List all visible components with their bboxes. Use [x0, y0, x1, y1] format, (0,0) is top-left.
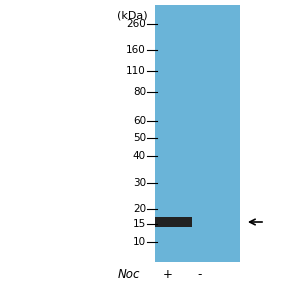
Text: -: - [198, 268, 202, 281]
Bar [155, 5, 240, 262]
Text: 110: 110 [126, 66, 146, 76]
Text: 20: 20 [133, 204, 146, 214]
Text: +: + [163, 268, 173, 281]
Text: 30: 30 [133, 178, 146, 188]
Text: 60: 60 [133, 116, 146, 126]
Text: 50: 50 [133, 133, 146, 143]
Bar [155, 217, 192, 227]
Text: 40: 40 [133, 151, 146, 161]
Text: 80: 80 [133, 87, 146, 97]
Text: 10: 10 [133, 237, 146, 247]
Text: (kDa): (kDa) [117, 10, 148, 20]
Text: 260: 260 [126, 19, 146, 29]
Text: Noc: Noc [118, 268, 140, 281]
Text: 15: 15 [133, 219, 146, 229]
Text: 160: 160 [126, 45, 146, 55]
